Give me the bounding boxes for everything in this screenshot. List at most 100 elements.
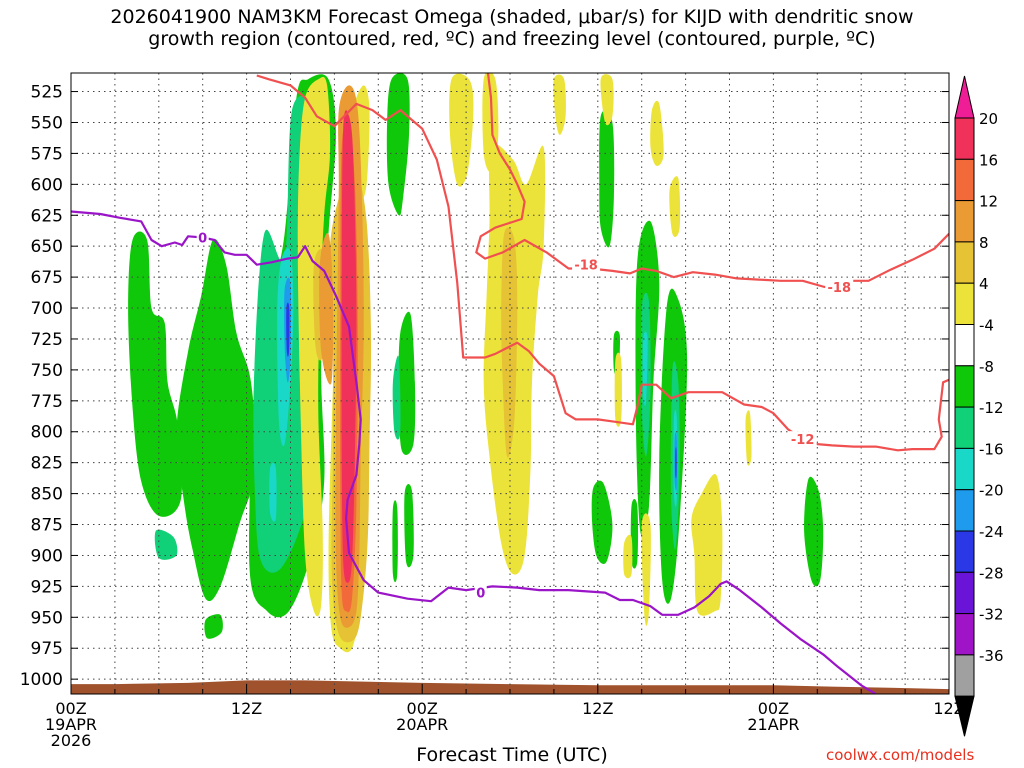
y-tick-label: 675 <box>31 268 63 288</box>
omega-shaded-region <box>641 513 651 626</box>
x-tick-label: 00Z <box>55 699 86 718</box>
x-tick-label: 19APR <box>45 715 97 734</box>
contour-label-bg <box>788 431 817 448</box>
colorbar-bin <box>954 654 975 697</box>
y-tick-label: 650 <box>31 237 63 257</box>
colorbar-bin <box>954 613 975 656</box>
colorbar-bin <box>954 324 975 367</box>
y-tick-label: 725 <box>31 330 63 350</box>
y-tick-label: 775 <box>31 392 63 412</box>
colorbar-top-cap <box>954 75 975 119</box>
colorbar-label: 8 <box>979 234 989 252</box>
omega-shaded-region <box>392 500 398 583</box>
y-tick-label: 600 <box>31 175 63 195</box>
y-tick-label: 1000 <box>20 670 63 690</box>
y-tick-label: 850 <box>31 485 63 505</box>
x-tick-label: 21APR <box>747 715 799 734</box>
omega-shaded-region <box>804 476 824 587</box>
colorbar-bin <box>954 241 975 284</box>
omega-shaded-region <box>600 74 614 126</box>
colorbar-label: -16 <box>979 440 1004 458</box>
omega-shaded-region <box>623 534 633 579</box>
colorbar-bin <box>954 406 975 449</box>
colorbar-label: 4 <box>979 275 989 293</box>
colorbar-label: -4 <box>979 317 994 335</box>
y-tick-label: 950 <box>31 608 63 628</box>
omega-shaded-region <box>297 76 331 617</box>
omega-shaded-region <box>650 100 664 166</box>
colorbar-label: 12 <box>979 193 998 211</box>
contour-label-bg <box>572 256 601 273</box>
omega-shaded-region <box>154 529 178 560</box>
contour-label: 0 <box>476 587 485 602</box>
omega-shaded-region <box>286 302 290 357</box>
x-tick-label: 2026 <box>51 731 92 750</box>
contour-label: -18 <box>828 281 852 296</box>
y-tick-label: 750 <box>31 361 63 381</box>
y-tick-label: 825 <box>31 454 63 474</box>
x-tick-label: 20APR <box>396 715 448 734</box>
omega-shaded-region <box>386 73 410 216</box>
dgz-minus18-contour <box>475 73 949 289</box>
contour-label-bg <box>196 229 209 246</box>
contour-label: 0 <box>198 232 207 247</box>
x-axis-label: Forecast Time (UTC) <box>416 744 608 766</box>
omega-shading-layer <box>128 73 824 653</box>
colorbar-label: -36 <box>979 647 1004 665</box>
omega-shaded-region <box>675 447 677 479</box>
omega-shaded-region <box>269 463 277 522</box>
colorbar-label: -8 <box>979 358 994 376</box>
title-line-2: growth region (contoured, red, ºC) and f… <box>148 28 876 50</box>
y-tick-label: 900 <box>31 546 63 566</box>
contour-label: -18 <box>574 259 598 274</box>
omega-shaded-region <box>553 74 566 135</box>
dgz-minus12-contour <box>256 74 949 452</box>
colorbar-bin <box>954 200 975 243</box>
contour-layer: 0 0 -12 -18 -18 <box>71 73 949 694</box>
y-tick-label: 625 <box>31 206 63 226</box>
omega-shaded-region <box>398 311 416 455</box>
y-tick-label: 525 <box>31 83 63 103</box>
omega-shaded-region <box>204 614 223 639</box>
x-tick-label: 12Z <box>231 699 262 718</box>
omega-shaded-region <box>630 499 639 569</box>
y-tick-label: 550 <box>31 113 63 133</box>
colorbar-bin <box>954 158 975 202</box>
omega-shaded-region <box>599 110 615 248</box>
site-credit: coolwx.com/models <box>826 746 975 764</box>
omega-shaded-region <box>591 480 613 564</box>
omega-shaded-region <box>404 484 414 568</box>
colorbar-label: 20 <box>979 110 998 128</box>
omega-shaded-region <box>319 232 334 385</box>
contour-label: -12 <box>791 433 815 448</box>
omega-shaded-region <box>501 227 518 458</box>
x-tick-label: 00Z <box>758 699 789 718</box>
omega-shaded-region <box>176 238 256 602</box>
colorbar-label: -12 <box>979 399 1004 417</box>
y-tick-label: 800 <box>31 423 63 443</box>
omega-shaded-region <box>614 352 622 427</box>
colorbar-bin <box>954 117 975 160</box>
omega-shaded-region <box>745 410 752 466</box>
omega-shaded-region <box>392 355 401 440</box>
contour-label-bg <box>825 279 854 296</box>
colorbar-bin <box>954 365 975 408</box>
y-tick-label: 575 <box>31 144 63 164</box>
colorbar-bottom-cap <box>954 695 975 737</box>
colorbar-label: -24 <box>979 523 1004 541</box>
contour-label-bg <box>474 584 487 601</box>
omega-shaded-region <box>128 231 182 517</box>
y-tick-label: 700 <box>31 299 63 319</box>
omega-shaded-region <box>691 474 723 616</box>
colorbar-bin <box>954 447 975 491</box>
omega-shaded-region <box>341 110 357 583</box>
colorbar-bin <box>954 571 975 615</box>
y-tick-label: 975 <box>31 639 63 659</box>
y-tick-label: 925 <box>31 577 63 597</box>
colorbar-bin <box>954 530 975 573</box>
colorbar-label: -32 <box>979 606 1004 624</box>
omega-shaded-region <box>669 176 681 238</box>
colorbar: 20 16 12 8 4 -4 -8 -12 -16 -20 -24 -28 -32 -36 <box>954 75 1004 737</box>
x-tick-label: 12Z <box>582 699 613 718</box>
